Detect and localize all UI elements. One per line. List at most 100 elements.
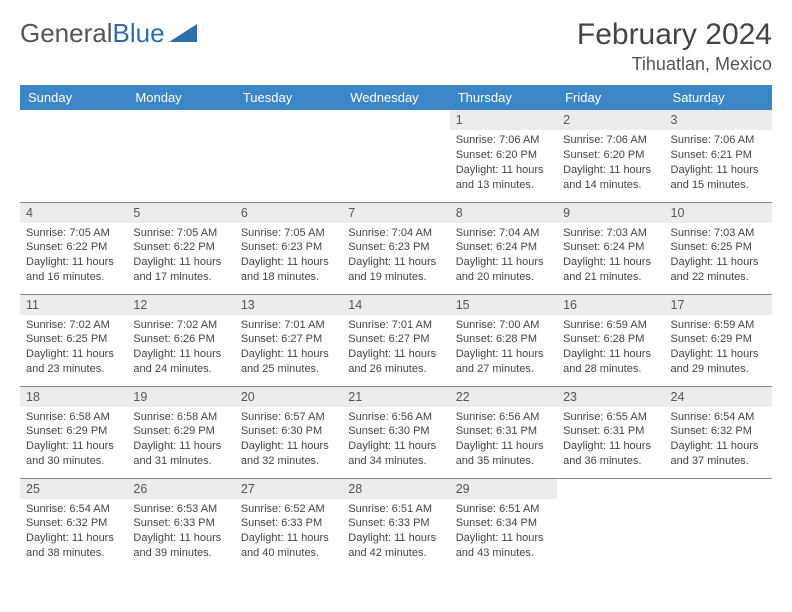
day-number: 9 bbox=[557, 203, 664, 223]
calendar-cell: 20Sunrise: 6:57 AMSunset: 6:30 PMDayligh… bbox=[235, 386, 342, 478]
day-number: 27 bbox=[235, 479, 342, 499]
day-details: Sunrise: 7:05 AMSunset: 6:22 PMDaylight:… bbox=[20, 223, 127, 291]
calendar-cell: 22Sunrise: 6:56 AMSunset: 6:31 PMDayligh… bbox=[450, 386, 557, 478]
day-details: Sunrise: 7:06 AMSunset: 6:20 PMDaylight:… bbox=[557, 130, 664, 198]
day-details: Sunrise: 6:56 AMSunset: 6:31 PMDaylight:… bbox=[450, 407, 557, 475]
calendar-cell: 11Sunrise: 7:02 AMSunset: 6:25 PMDayligh… bbox=[20, 294, 127, 386]
day-number: 2 bbox=[557, 110, 664, 130]
day-details: Sunrise: 7:06 AMSunset: 6:21 PMDaylight:… bbox=[665, 130, 772, 198]
calendar-cell: .. bbox=[235, 110, 342, 202]
day-number: 17 bbox=[665, 295, 772, 315]
day-details: Sunrise: 7:04 AMSunset: 6:23 PMDaylight:… bbox=[342, 223, 449, 291]
day-details: Sunrise: 6:58 AMSunset: 6:29 PMDaylight:… bbox=[127, 407, 234, 475]
day-details: Sunrise: 7:05 AMSunset: 6:22 PMDaylight:… bbox=[127, 223, 234, 291]
title-block: February 2024 Tihuatlan, Mexico bbox=[577, 18, 772, 75]
calendar-week-row: ........1Sunrise: 7:06 AMSunset: 6:20 PM… bbox=[20, 110, 772, 202]
day-details: Sunrise: 6:58 AMSunset: 6:29 PMDaylight:… bbox=[20, 407, 127, 475]
day-number: 14 bbox=[342, 295, 449, 315]
day-number: 19 bbox=[127, 387, 234, 407]
day-details: Sunrise: 7:00 AMSunset: 6:28 PMDaylight:… bbox=[450, 315, 557, 383]
calendar-cell: .. bbox=[665, 478, 772, 570]
day-number: 22 bbox=[450, 387, 557, 407]
day-details: Sunrise: 6:55 AMSunset: 6:31 PMDaylight:… bbox=[557, 407, 664, 475]
header: GeneralBlue February 2024 Tihuatlan, Mex… bbox=[20, 18, 772, 75]
calendar-cell: 24Sunrise: 6:54 AMSunset: 6:32 PMDayligh… bbox=[665, 386, 772, 478]
day-details: Sunrise: 7:05 AMSunset: 6:23 PMDaylight:… bbox=[235, 223, 342, 291]
logo: GeneralBlue bbox=[20, 18, 197, 49]
day-number: 16 bbox=[557, 295, 664, 315]
calendar-cell: 8Sunrise: 7:04 AMSunset: 6:24 PMDaylight… bbox=[450, 202, 557, 294]
col-saturday: Saturday bbox=[665, 85, 772, 110]
col-sunday: Sunday bbox=[20, 85, 127, 110]
calendar-cell: 18Sunrise: 6:58 AMSunset: 6:29 PMDayligh… bbox=[20, 386, 127, 478]
calendar-cell: 16Sunrise: 6:59 AMSunset: 6:28 PMDayligh… bbox=[557, 294, 664, 386]
calendar-cell: 23Sunrise: 6:55 AMSunset: 6:31 PMDayligh… bbox=[557, 386, 664, 478]
calendar-cell: .. bbox=[20, 110, 127, 202]
calendar-cell: 27Sunrise: 6:52 AMSunset: 6:33 PMDayligh… bbox=[235, 478, 342, 570]
calendar-cell: .. bbox=[557, 478, 664, 570]
calendar-cell: 13Sunrise: 7:01 AMSunset: 6:27 PMDayligh… bbox=[235, 294, 342, 386]
calendar-week-row: 11Sunrise: 7:02 AMSunset: 6:25 PMDayligh… bbox=[20, 294, 772, 386]
calendar-week-row: 4Sunrise: 7:05 AMSunset: 6:22 PMDaylight… bbox=[20, 202, 772, 294]
calendar-table: Sunday Monday Tuesday Wednesday Thursday… bbox=[20, 85, 772, 570]
day-details: Sunrise: 6:51 AMSunset: 6:33 PMDaylight:… bbox=[342, 499, 449, 567]
day-details: Sunrise: 7:04 AMSunset: 6:24 PMDaylight:… bbox=[450, 223, 557, 291]
calendar-cell: .. bbox=[127, 110, 234, 202]
day-number: 23 bbox=[557, 387, 664, 407]
day-number: 15 bbox=[450, 295, 557, 315]
col-tuesday: Tuesday bbox=[235, 85, 342, 110]
calendar-header-row: Sunday Monday Tuesday Wednesday Thursday… bbox=[20, 85, 772, 110]
calendar-cell: 14Sunrise: 7:01 AMSunset: 6:27 PMDayligh… bbox=[342, 294, 449, 386]
calendar-cell: 1Sunrise: 7:06 AMSunset: 6:20 PMDaylight… bbox=[450, 110, 557, 202]
day-number: 13 bbox=[235, 295, 342, 315]
day-details: Sunrise: 6:54 AMSunset: 6:32 PMDaylight:… bbox=[20, 499, 127, 567]
day-number: 25 bbox=[20, 479, 127, 499]
day-number: 3 bbox=[665, 110, 772, 130]
calendar-cell: 26Sunrise: 6:53 AMSunset: 6:33 PMDayligh… bbox=[127, 478, 234, 570]
day-number: 11 bbox=[20, 295, 127, 315]
day-number: 28 bbox=[342, 479, 449, 499]
calendar-cell: 19Sunrise: 6:58 AMSunset: 6:29 PMDayligh… bbox=[127, 386, 234, 478]
day-number: 8 bbox=[450, 203, 557, 223]
day-number: 7 bbox=[342, 203, 449, 223]
day-details: Sunrise: 6:56 AMSunset: 6:30 PMDaylight:… bbox=[342, 407, 449, 475]
day-number: 20 bbox=[235, 387, 342, 407]
calendar-cell: 6Sunrise: 7:05 AMSunset: 6:23 PMDaylight… bbox=[235, 202, 342, 294]
day-number: 29 bbox=[450, 479, 557, 499]
day-number: 21 bbox=[342, 387, 449, 407]
calendar-cell: 5Sunrise: 7:05 AMSunset: 6:22 PMDaylight… bbox=[127, 202, 234, 294]
calendar-cell: 21Sunrise: 6:56 AMSunset: 6:30 PMDayligh… bbox=[342, 386, 449, 478]
col-thursday: Thursday bbox=[450, 85, 557, 110]
calendar-week-row: 25Sunrise: 6:54 AMSunset: 6:32 PMDayligh… bbox=[20, 478, 772, 570]
calendar-cell: 25Sunrise: 6:54 AMSunset: 6:32 PMDayligh… bbox=[20, 478, 127, 570]
day-number: 24 bbox=[665, 387, 772, 407]
calendar-cell: 28Sunrise: 6:51 AMSunset: 6:33 PMDayligh… bbox=[342, 478, 449, 570]
day-details: Sunrise: 6:59 AMSunset: 6:29 PMDaylight:… bbox=[665, 315, 772, 383]
day-details: Sunrise: 6:54 AMSunset: 6:32 PMDaylight:… bbox=[665, 407, 772, 475]
calendar-body: ........1Sunrise: 7:06 AMSunset: 6:20 PM… bbox=[20, 110, 772, 570]
calendar-cell: 15Sunrise: 7:00 AMSunset: 6:28 PMDayligh… bbox=[450, 294, 557, 386]
day-number: 5 bbox=[127, 203, 234, 223]
calendar-cell: 12Sunrise: 7:02 AMSunset: 6:26 PMDayligh… bbox=[127, 294, 234, 386]
calendar-week-row: 18Sunrise: 6:58 AMSunset: 6:29 PMDayligh… bbox=[20, 386, 772, 478]
col-wednesday: Wednesday bbox=[342, 85, 449, 110]
location-label: Tihuatlan, Mexico bbox=[577, 54, 772, 75]
calendar-cell: 9Sunrise: 7:03 AMSunset: 6:24 PMDaylight… bbox=[557, 202, 664, 294]
logo-text-1: General bbox=[20, 18, 113, 49]
day-details: Sunrise: 6:59 AMSunset: 6:28 PMDaylight:… bbox=[557, 315, 664, 383]
calendar-cell: 10Sunrise: 7:03 AMSunset: 6:25 PMDayligh… bbox=[665, 202, 772, 294]
day-details: Sunrise: 7:02 AMSunset: 6:26 PMDaylight:… bbox=[127, 315, 234, 383]
calendar-cell: 2Sunrise: 7:06 AMSunset: 6:20 PMDaylight… bbox=[557, 110, 664, 202]
calendar-cell: 17Sunrise: 6:59 AMSunset: 6:29 PMDayligh… bbox=[665, 294, 772, 386]
calendar-cell: 29Sunrise: 6:51 AMSunset: 6:34 PMDayligh… bbox=[450, 478, 557, 570]
day-number: 26 bbox=[127, 479, 234, 499]
day-number: 10 bbox=[665, 203, 772, 223]
day-details: Sunrise: 6:53 AMSunset: 6:33 PMDaylight:… bbox=[127, 499, 234, 567]
day-details: Sunrise: 6:51 AMSunset: 6:34 PMDaylight:… bbox=[450, 499, 557, 567]
day-details: Sunrise: 7:01 AMSunset: 6:27 PMDaylight:… bbox=[235, 315, 342, 383]
day-number: 1 bbox=[450, 110, 557, 130]
calendar-cell: 3Sunrise: 7:06 AMSunset: 6:21 PMDaylight… bbox=[665, 110, 772, 202]
calendar-cell: .. bbox=[342, 110, 449, 202]
col-friday: Friday bbox=[557, 85, 664, 110]
day-details: Sunrise: 7:02 AMSunset: 6:25 PMDaylight:… bbox=[20, 315, 127, 383]
